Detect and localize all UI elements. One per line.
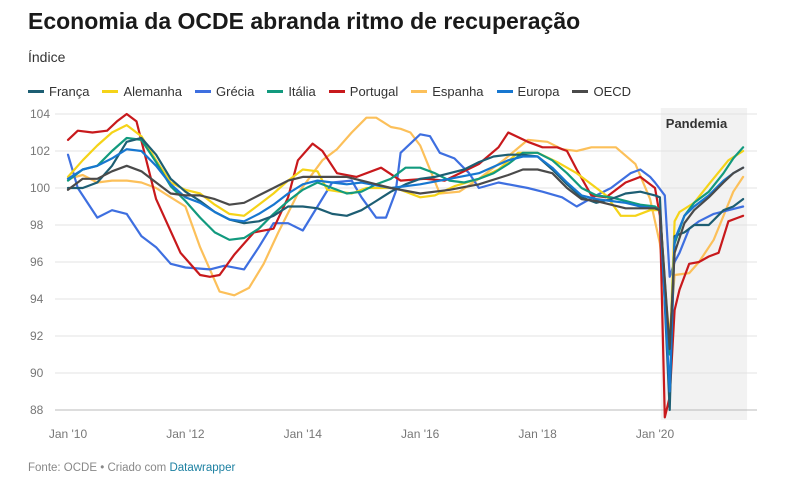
legend-swatch (195, 90, 212, 93)
x-tick-label: Jan '16 (401, 427, 440, 441)
legend-item: Alemanha (102, 84, 182, 99)
y-tick-label: 102 (30, 144, 50, 158)
series-alemanha (66, 124, 745, 356)
chart-title: Economia da OCDE abranda ritmo de recupe… (28, 8, 581, 34)
y-tick-label: 92 (30, 329, 44, 343)
legend-swatch (267, 90, 284, 93)
legend-swatch (102, 90, 119, 93)
series-line (66, 124, 745, 356)
source-note: Fonte: OCDE • Criado com (28, 462, 167, 474)
series-line (66, 148, 745, 393)
legend-swatch (572, 90, 589, 93)
x-tick-label: Jan '14 (284, 427, 323, 441)
legend-item: França (28, 84, 89, 99)
y-tick-label: 88 (30, 403, 44, 417)
x-tick-label: Jan '20 (636, 427, 675, 441)
x-tick-label: Jan '18 (518, 427, 557, 441)
legend-label: Europa (517, 84, 560, 99)
series-europa (66, 148, 745, 393)
datawrapper-link[interactable]: Datawrapper (169, 462, 236, 474)
footer: Fonte: OCDE • Criado com Datawrapper (28, 462, 235, 474)
legend-label: Itália (288, 84, 316, 99)
legend-item: Europa (496, 84, 560, 99)
series-oecd (66, 164, 745, 351)
y-tick-label: 98 (30, 218, 44, 232)
series-grécia (66, 133, 745, 278)
series-line (66, 164, 745, 351)
series-portugal (66, 112, 745, 419)
x-tick-label: Jan '10 (49, 427, 88, 441)
legend-label: Portugal (349, 84, 399, 99)
series-line (66, 112, 745, 419)
series-line (66, 136, 745, 412)
legend-swatch (28, 90, 44, 93)
pandemic-label: Pandemia (666, 116, 728, 131)
legend-item: Grécia (195, 84, 254, 99)
legend-label: OECD (593, 84, 632, 99)
legend-item: OECD (572, 84, 631, 99)
x-tick-label: Jan '12 (166, 427, 205, 441)
series-line (66, 133, 745, 278)
y-tick-label: 94 (30, 292, 44, 306)
y-tick-label: 100 (30, 181, 50, 195)
legend-label: Alemanha (123, 84, 183, 99)
legend-swatch (411, 90, 428, 93)
legend: França Alemanha Grécia Itália Portugal Espanh… (28, 84, 644, 99)
legend-label: França (49, 84, 90, 99)
legend-swatch (328, 90, 345, 93)
legend-swatch (496, 90, 513, 93)
series-frança (66, 136, 745, 412)
legend-label: Espanha (432, 84, 484, 99)
y-tick-label: 104 (30, 107, 50, 121)
chart-subtitle: Índice (28, 49, 66, 65)
y-tick-label: 96 (30, 255, 44, 269)
legend-label: Grécia (216, 84, 255, 99)
legend-item: Espanha (411, 84, 484, 99)
legend-item: Itália (267, 84, 316, 99)
y-tick-label: 90 (30, 366, 44, 380)
legend-item: Portugal (328, 84, 399, 99)
